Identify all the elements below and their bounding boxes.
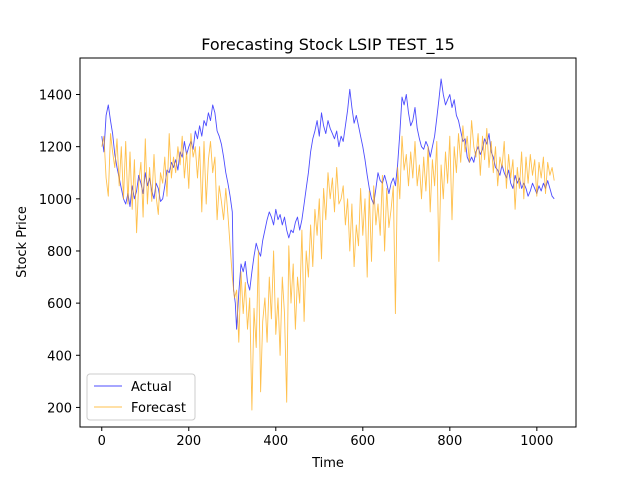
series-layer bbox=[101, 78, 555, 411]
x-tick-label: 1000 bbox=[520, 434, 553, 449]
y-tick-label: 600 bbox=[47, 297, 72, 312]
plot-area bbox=[79, 57, 577, 428]
plot-frame bbox=[79, 57, 577, 428]
legend-forecast-label: Forecast bbox=[131, 401, 186, 416]
x-tick-label: 0 bbox=[98, 434, 106, 449]
y-tick-label: 800 bbox=[47, 245, 72, 260]
legend: Actual Forecast bbox=[86, 373, 196, 421]
y-tick-label: 1000 bbox=[39, 193, 72, 208]
x-tick-label: 600 bbox=[350, 434, 375, 449]
x-tick-label: 200 bbox=[176, 434, 201, 449]
legend-actual-label: Actual bbox=[131, 380, 172, 395]
chart-title: Forecasting Stock LSIP TEST_15 bbox=[201, 35, 455, 55]
x-tick-label: 800 bbox=[437, 434, 462, 449]
y-tick-label: 400 bbox=[47, 349, 72, 364]
y-axis-ticks: 200 400 600 800 1000 1200 1400 bbox=[39, 89, 80, 416]
series-line-forecast bbox=[101, 120, 555, 411]
y-axis-label: Stock Price bbox=[15, 206, 30, 278]
y-tick-label: 200 bbox=[47, 401, 72, 416]
x-axis-label: Time bbox=[311, 456, 344, 471]
y-tick-label: 1400 bbox=[39, 89, 72, 104]
x-tick-label: 400 bbox=[263, 434, 288, 449]
y-tick-label: 1200 bbox=[39, 141, 72, 156]
x-axis-ticks: 0 200 400 600 800 1000 bbox=[98, 427, 553, 449]
